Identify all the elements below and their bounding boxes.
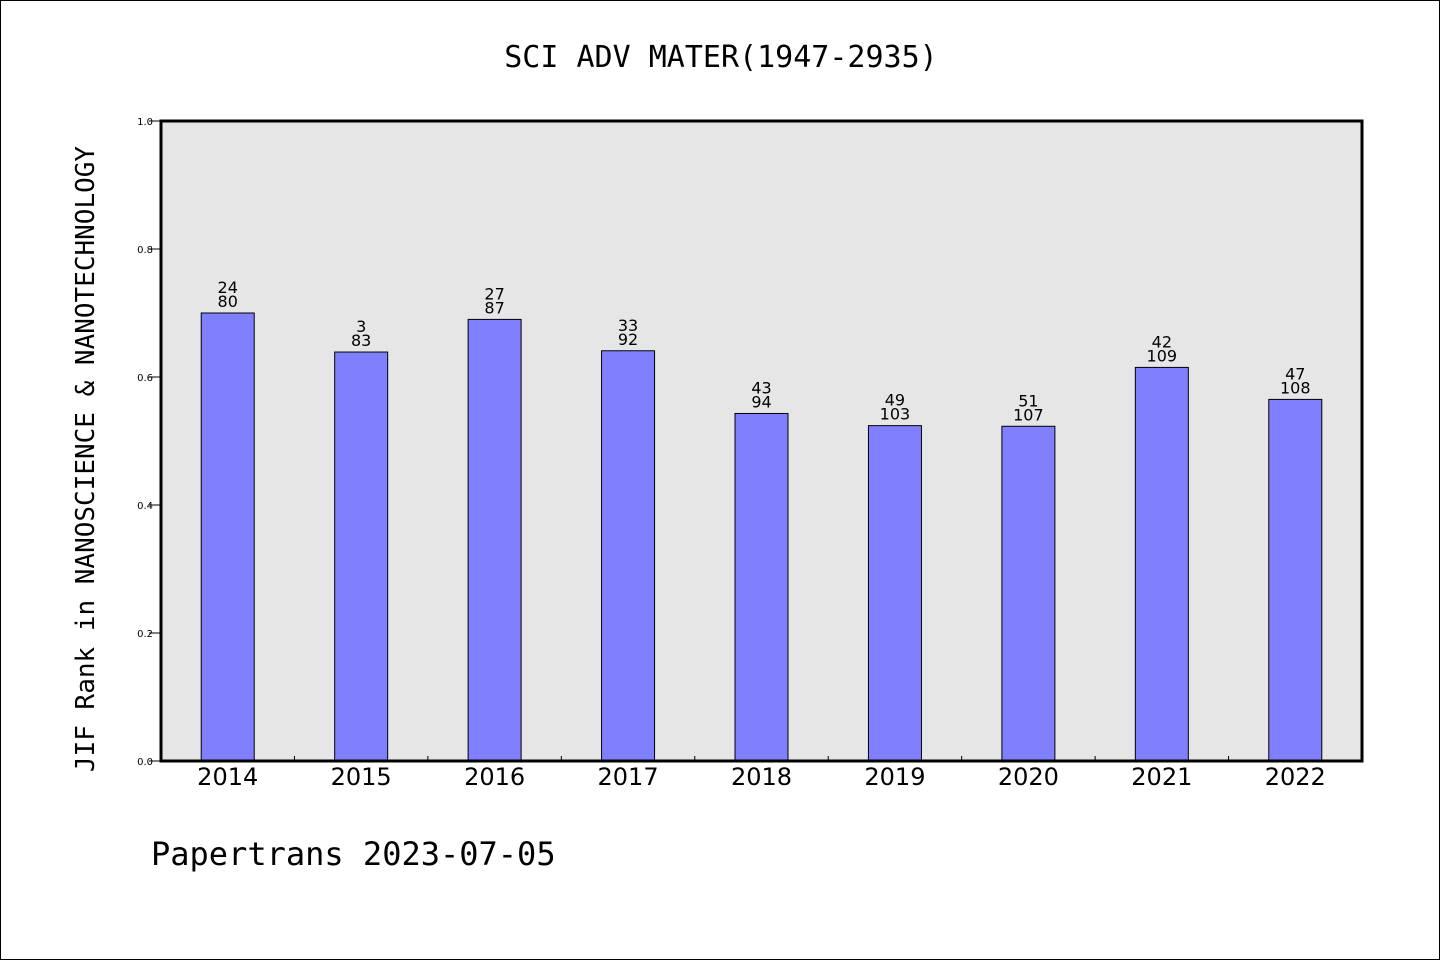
bar-label-top-2015: 3 [356, 317, 366, 336]
bar-label-top-2021: 42 [1152, 332, 1172, 351]
bar-2014 [200, 312, 255, 762]
x-tick-label-2022: 2022 [1265, 763, 1326, 791]
chart-title: SCI ADV MATER(1947-2935) [504, 40, 937, 75]
y-tick-label-0.8: 0.8 [137, 245, 153, 256]
bar-label-top-2017: 33 [618, 316, 638, 335]
bar-label-bottom-2014: 80 [218, 292, 238, 311]
bar-label-bottom-2021: 109 [1147, 346, 1178, 365]
bar-2015 [334, 351, 389, 762]
bar-2022 [1268, 398, 1323, 762]
bar-label-bottom-2022: 108 [1280, 378, 1311, 397]
bar-2021 [1134, 366, 1189, 762]
bar-label-top-2018: 43 [751, 378, 771, 397]
bar-label-bottom-2015: 83 [351, 331, 371, 350]
bar-label-top-2014: 24 [218, 278, 238, 297]
bar-label-bottom-2016: 87 [484, 298, 504, 317]
x-tick-label-2015: 2015 [331, 763, 392, 791]
y-axis-label: JIF Rank in NANOSCIENCE & NANOTECHNOLOGY [71, 146, 101, 772]
bar-2018 [734, 412, 789, 762]
x-tick-label-2017: 2017 [598, 763, 659, 791]
bar-label-bottom-2018: 94 [751, 392, 771, 411]
y-tick-label-0.2: 0.2 [137, 629, 153, 640]
bar-2020 [1001, 425, 1056, 762]
bar-label-top-2020: 51 [1018, 391, 1038, 410]
bar-2016 [467, 318, 522, 762]
x-tick-label-2021: 2021 [1131, 763, 1192, 791]
y-tick-label-0.0: 0.0 [137, 757, 153, 768]
bar-2017 [601, 350, 656, 762]
x-tick-label-2019: 2019 [864, 763, 925, 791]
y-tick-label-0.6: 0.6 [137, 373, 153, 384]
bar-label-bottom-2017: 92 [618, 330, 638, 349]
x-tick-label-2020: 2020 [998, 763, 1059, 791]
plot-border [159, 119, 1364, 763]
bar-label-top-2016: 27 [484, 284, 504, 303]
y-tick-label-0.4: 0.4 [137, 501, 153, 512]
x-tick-label-2016: 2016 [464, 763, 525, 791]
bar-2019 [867, 425, 922, 762]
x-tick-label-2014: 2014 [197, 763, 258, 791]
y-tick-label-1.0: 1.0 [137, 117, 153, 128]
ticks-group: 2014 2015 2016 2017 2018 2019 2020 2021 2022 0.0 0… [137, 117, 1326, 791]
bar-label-bottom-2019: 103 [880, 405, 911, 424]
bar-label-bottom-2020: 107 [1013, 405, 1044, 424]
x-tick-label-2018: 2018 [731, 763, 792, 791]
bar-label-top-2019: 49 [885, 391, 905, 410]
bar-label-top-2022: 47 [1285, 364, 1305, 383]
footer-credit: Papertrans 2023-07-05 [151, 835, 556, 873]
